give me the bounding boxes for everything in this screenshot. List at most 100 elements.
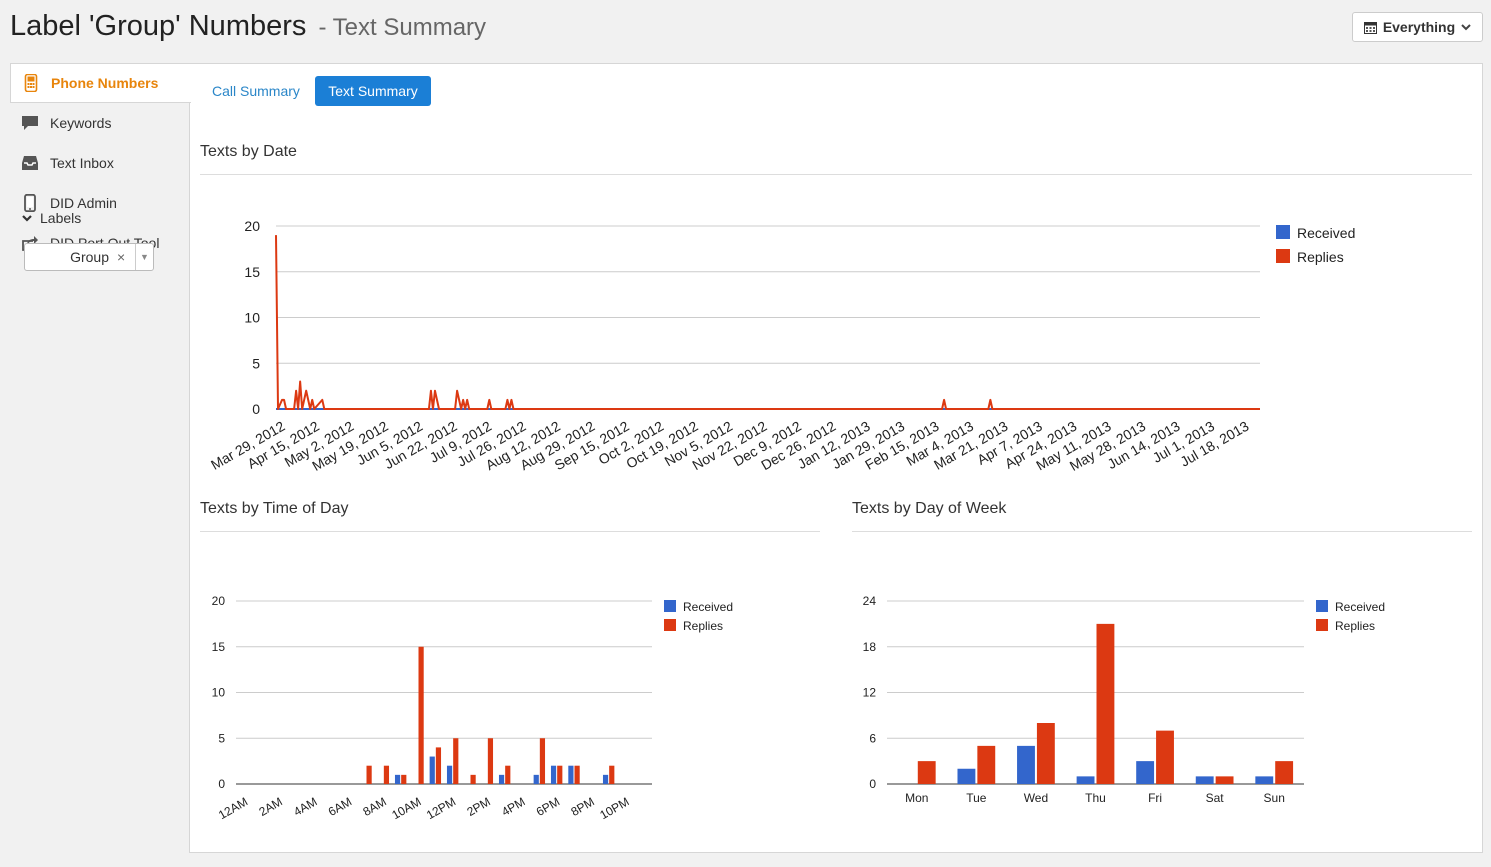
sidebar-item-text-inbox[interactable]: Text Inbox	[10, 143, 190, 183]
bar-received-sat	[1195, 776, 1214, 784]
y-tick-label: 15	[212, 640, 226, 654]
y-tick-label: 10	[244, 310, 260, 326]
y-tick-label: 20	[244, 218, 260, 234]
x-tick-label: 8PM	[568, 794, 596, 818]
sidebar-item-label: Keywords	[50, 115, 112, 131]
bar-replies-11am	[435, 747, 442, 784]
y-tick-label: 18	[863, 640, 877, 654]
y-tick-label: 0	[869, 777, 876, 791]
y-tick-label: 0	[252, 401, 260, 417]
x-tick-label: 10PM	[597, 794, 631, 822]
bar-received-7pm	[568, 765, 574, 784]
section-divider	[200, 531, 820, 532]
y-tick-label: 6	[869, 731, 876, 745]
bar-replies-7am	[366, 765, 372, 784]
bar-replies-12pm	[453, 738, 459, 784]
sidebar-item-keywords[interactable]: Keywords	[10, 103, 190, 143]
legend-swatch-received	[1276, 225, 1290, 239]
tab-text-summary[interactable]: Text Summary	[315, 76, 431, 106]
sidebar-item-did-admin[interactable]: DID Admin	[10, 183, 190, 223]
label-select[interactable]: Group × ▼	[24, 243, 154, 271]
bar-replies-3pm	[505, 765, 511, 784]
date-range-label: Everything	[1382, 19, 1456, 35]
calendar-icon	[1363, 21, 1377, 34]
section-title-texts-by-time: Texts by Time of Day	[200, 500, 349, 517]
x-tick-label: Thu	[1085, 791, 1106, 805]
x-tick-label: 4PM	[499, 794, 527, 818]
bar-received-11am	[429, 756, 435, 784]
bar-replies-sat	[1215, 776, 1234, 784]
bar-replies-wed	[1036, 723, 1055, 784]
bar-received-12pm	[446, 765, 453, 784]
x-tick-label: 6PM	[534, 794, 562, 818]
section-divider	[200, 174, 1472, 175]
phone-icon	[11, 74, 51, 92]
chevron-down-icon	[1461, 24, 1471, 31]
series-line-replies	[275, 235, 1260, 410]
texts-by-weekday-chart: 0 6 12 18 24 Mon Tue Wed Thu Fri Sat Sun Received Rep…	[863, 594, 1385, 805]
dropdown-arrow-icon[interactable]: ▼	[135, 244, 153, 270]
x-tick-label: 12AM	[216, 794, 250, 822]
bar-received-wed	[1017, 745, 1035, 784]
legend-swatch-replies	[1276, 249, 1290, 263]
page-title-main: Label 'Group' Numbers	[10, 10, 307, 42]
texts-by-time-chart: 0 5 10 15 20 12AM 2AM 4AM 6AM 8AM 10AM 12PM 2PM 4PM 6P…	[212, 594, 733, 822]
section-title-texts-by-weekday: Texts by Day of Week	[852, 500, 1007, 517]
bar-replies-6pm	[557, 765, 563, 784]
legend-label-replies: Replies	[1335, 619, 1375, 633]
legend-swatch-received	[1316, 600, 1328, 612]
legend-swatch-replies	[664, 619, 676, 631]
mobile-icon	[10, 194, 50, 212]
bar-replies-7pm	[574, 765, 580, 784]
bar-received-sun	[1255, 776, 1274, 784]
inbox-icon	[10, 155, 50, 171]
x-tick-label: 2PM	[464, 794, 492, 818]
y-tick-label: 15	[244, 264, 260, 280]
sidebar-item-label: Phone Numbers	[51, 75, 159, 91]
y-tick-label: 24	[863, 594, 877, 608]
section-divider	[852, 531, 1472, 532]
x-tick-label: Mon	[905, 791, 928, 805]
x-tick-label: Sun	[1264, 791, 1285, 805]
label-select-value: Group	[70, 249, 109, 265]
legend-label-replies: Replies	[683, 619, 723, 633]
x-tick-label: Tue	[966, 791, 987, 805]
labels-toggle[interactable]: Labels	[22, 210, 81, 226]
section-title-texts-by-date: Texts by Date	[200, 143, 297, 160]
bar-received-9am	[394, 774, 401, 784]
legend-label-received: Received	[683, 600, 733, 614]
clear-label-icon[interactable]: ×	[117, 249, 126, 265]
page-title: Label 'Group' Numbers - Text Summary	[10, 10, 486, 43]
x-tick-label: 12PM	[424, 794, 458, 822]
bar-received-9pm	[602, 774, 609, 784]
bar-replies-thu	[1096, 623, 1115, 784]
y-tick-label: 20	[212, 594, 226, 608]
y-tick-label: 0	[218, 777, 225, 791]
date-range-dropdown[interactable]: Everything	[1352, 12, 1483, 42]
bar-replies-2pm	[487, 738, 494, 784]
x-tick-label: 8AM	[360, 794, 388, 818]
sidebar-item-label: Text Inbox	[50, 155, 114, 171]
y-tick-label: 5	[218, 731, 225, 745]
legend-swatch-replies	[1316, 619, 1328, 631]
y-tick-label: 5	[252, 355, 260, 371]
bar-replies-1pm	[470, 774, 476, 784]
legend-label-received: Received	[1335, 600, 1385, 614]
bar-replies-mon	[917, 761, 936, 784]
bar-replies-9am	[401, 774, 407, 784]
x-tick-label: Wed	[1024, 791, 1048, 805]
x-tick-label: Fri	[1148, 791, 1162, 805]
speech-bubble-icon	[10, 115, 50, 131]
x-tick-label: 2AM	[256, 794, 284, 818]
sidebar-item-label: DID Admin	[50, 195, 117, 211]
y-tick-label: 10	[212, 686, 226, 700]
x-tick-label: Sat	[1206, 791, 1225, 805]
legend-label-replies: Replies	[1297, 249, 1344, 265]
bar-received-3pm	[498, 774, 505, 784]
sidebar-item-phone-numbers[interactable]: Phone Numbers	[10, 63, 191, 103]
bar-received-6pm	[550, 765, 557, 784]
y-tick-label: 12	[863, 686, 877, 700]
tab-call-summary[interactable]: Call Summary	[212, 83, 300, 99]
page-subtitle: - Text Summary	[318, 14, 487, 41]
